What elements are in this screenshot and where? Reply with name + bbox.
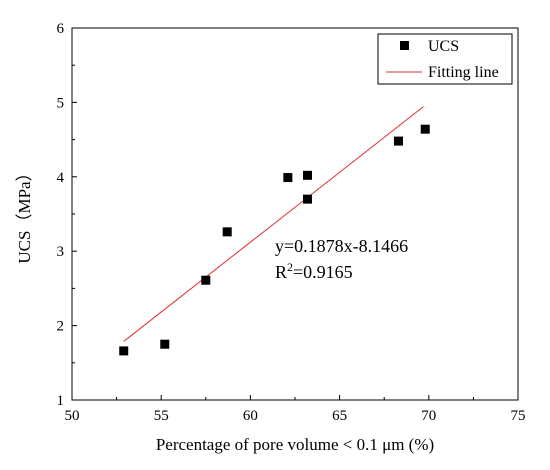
r-squared-prefix: R [275,262,287,282]
y-tick-label: 3 [57,244,65,260]
data-point [420,124,430,134]
data-point [160,339,170,349]
fitting-line [123,106,424,342]
x-axis-label: Percentage of pore volume < 0.1 μm (%) [156,435,434,454]
x-tick-label: 75 [511,408,526,424]
data-point [302,194,312,204]
x-tick-label: 55 [154,408,169,424]
legend: UCS Fitting line [377,33,513,85]
data-point [393,136,403,146]
data-point [201,275,211,285]
x-tick-label: 60 [243,408,258,424]
r-squared: R2=0.9165 [275,260,353,282]
r-squared-value: =0.9165 [293,262,353,282]
data-point [222,227,232,237]
y-tick-label: 4 [57,170,65,186]
y-tick-label: 2 [57,319,65,335]
y-axis-label: UCS（MPa） [15,164,34,263]
x-axis-ticks: 50 55 60 65 70 75 [65,395,526,424]
x-tick-label: 70 [421,408,436,424]
y-tick-label: 5 [57,95,65,111]
data-point [302,170,312,180]
legend-marker-ucs [400,41,409,50]
y-axis-ticks: 1 2 3 4 5 6 [57,21,77,409]
x-tick-label: 65 [332,408,347,424]
data-point [119,346,129,356]
x-tick-label: 50 [65,408,80,424]
legend-label-ucs: UCS [428,38,459,55]
legend-label-fit: Fitting line [428,64,499,81]
scatter-points-layer [119,124,430,356]
data-point [283,173,293,183]
y-tick-label: 1 [57,393,65,409]
fit-equation: y=0.1878x-8.1466 [275,236,408,256]
y-tick-label: 6 [57,21,65,37]
fitting-line-layer [123,106,424,342]
r-squared-sup: 2 [287,260,293,274]
